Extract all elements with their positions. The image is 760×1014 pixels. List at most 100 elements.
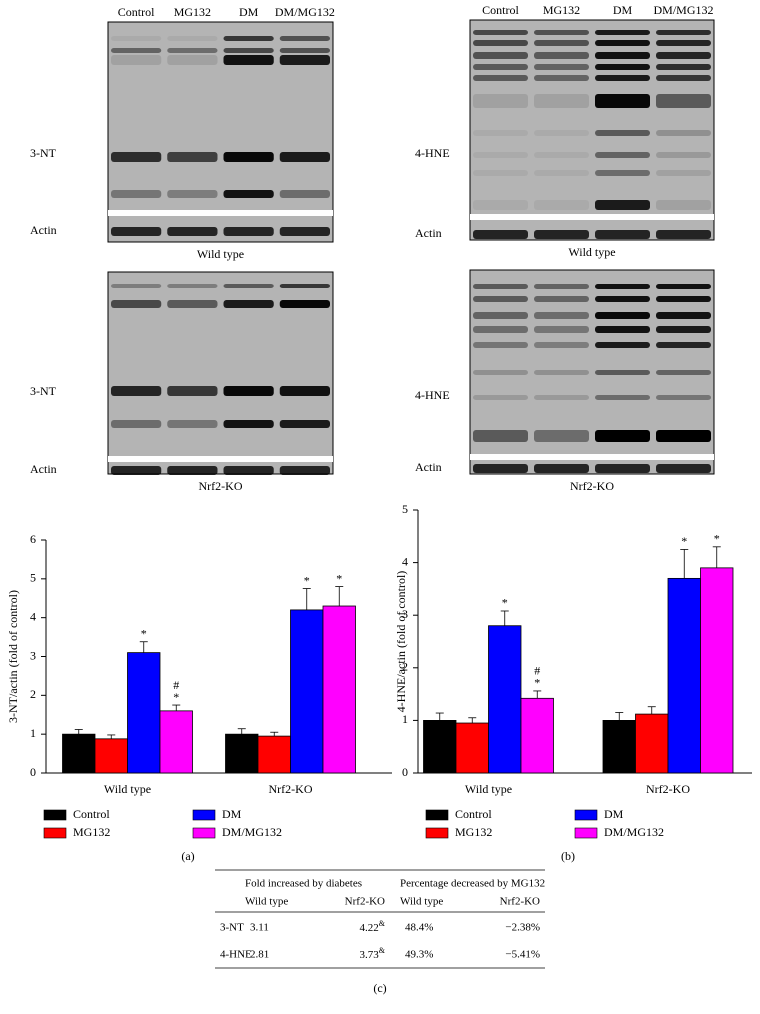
blot-band [595, 64, 650, 70]
blot-band [595, 170, 650, 176]
error-bar [335, 586, 344, 607]
protein-label: 3-NT [30, 384, 57, 398]
legend-swatch [43, 809, 67, 821]
blot-band [656, 64, 711, 70]
blot-band [534, 30, 589, 35]
blot-band [167, 55, 218, 65]
significance-marker: * [141, 626, 147, 640]
blot-band [223, 48, 274, 53]
y-tick-label: 0 [30, 765, 36, 779]
actin-band [595, 464, 650, 473]
table-cell: 3-NT [220, 922, 244, 934]
table-cell: 49.3% [405, 949, 433, 961]
error-bar [647, 706, 656, 715]
blot-band [656, 130, 711, 136]
x-tick-label: Wild type [104, 782, 151, 796]
blot-band [473, 75, 528, 81]
blot-band [656, 75, 711, 81]
blot-band [534, 130, 589, 136]
error-bar [500, 610, 509, 626]
blot-band [223, 284, 274, 288]
legend-label: DM/MG132 [604, 825, 664, 839]
legend-label: MG132 [73, 825, 110, 839]
cell-value: 3.73 [360, 949, 380, 961]
x-tick-label: Nrf2-KO [646, 782, 690, 796]
blot-band [534, 395, 589, 400]
error-bar [237, 728, 246, 735]
error-bar [615, 712, 624, 721]
actin-band [167, 227, 218, 236]
y-tick-label: 4 [402, 554, 408, 568]
table-header: Fold increased by diabetes [245, 878, 362, 890]
genotype-label: Nrf2-KO [570, 479, 614, 493]
blot-band [473, 395, 528, 400]
blot-band [595, 326, 650, 333]
blot-band [279, 386, 330, 396]
y-tick-label: 5 [30, 571, 36, 585]
blot-band [656, 200, 711, 210]
blot-band [473, 64, 528, 70]
blot-band [473, 94, 528, 108]
blot-band [534, 296, 589, 302]
blot-band [656, 52, 711, 59]
blot-band [534, 40, 589, 46]
error-bar [74, 729, 83, 735]
significance-marker: * [304, 573, 310, 587]
blot-band [279, 152, 330, 162]
lane-label: DM [239, 5, 259, 19]
table-cell: −5.41% [505, 949, 540, 961]
legend-swatch [425, 809, 449, 821]
blot-band [595, 312, 650, 319]
blot-band [595, 75, 650, 81]
blot-band [111, 190, 162, 198]
table-subheader: Nrf2-KO [500, 896, 540, 908]
genotype-label: Nrf2-KO [199, 479, 243, 493]
blot-band [279, 48, 330, 53]
protein-label: 3-NT [30, 146, 57, 160]
y-tick-label: 2 [30, 687, 36, 701]
blot-band [656, 430, 711, 442]
blot-divider [108, 456, 333, 462]
blot-band [595, 52, 650, 59]
blot-band [279, 55, 330, 65]
legend-label: Control [73, 807, 110, 821]
blot-band [595, 40, 650, 46]
table-caption: (c) [373, 981, 386, 995]
y-tick-label: 2 [402, 660, 408, 674]
blot-band [111, 300, 162, 308]
bar [127, 652, 161, 774]
blot-band [111, 55, 162, 65]
blot-band [473, 170, 528, 176]
lane-label: Control [118, 5, 155, 19]
legend-swatch [192, 827, 216, 839]
error-bar [139, 641, 148, 653]
error-bar [533, 690, 542, 699]
actin-band [595, 230, 650, 239]
lane-label: DM [613, 3, 633, 17]
bar [423, 720, 457, 774]
actin-band [473, 230, 528, 239]
error-bar [680, 549, 689, 579]
blot-band [534, 64, 589, 70]
table-cell: 2.81 [250, 949, 269, 961]
blot-band [279, 36, 330, 41]
legend-swatch [574, 827, 598, 839]
x-tick-label: Nrf2-KO [269, 782, 313, 796]
blot-band [534, 312, 589, 319]
significance-marker: * [714, 532, 720, 546]
blot-band [656, 40, 711, 46]
blot-band [167, 300, 218, 308]
blot-band [473, 284, 528, 289]
blot-band [111, 386, 162, 396]
lane-label: Control [482, 3, 519, 17]
lane-label: MG132 [174, 5, 211, 19]
y-tick-label: 0 [402, 765, 408, 779]
blot-band [473, 40, 528, 46]
legend-label: DM/MG132 [222, 825, 282, 839]
blot-band [473, 200, 528, 210]
blot-band [534, 94, 589, 108]
blot-band [167, 420, 218, 428]
y-tick-label: 4 [30, 609, 36, 623]
blot-band [656, 342, 711, 348]
blot-band [595, 342, 650, 348]
